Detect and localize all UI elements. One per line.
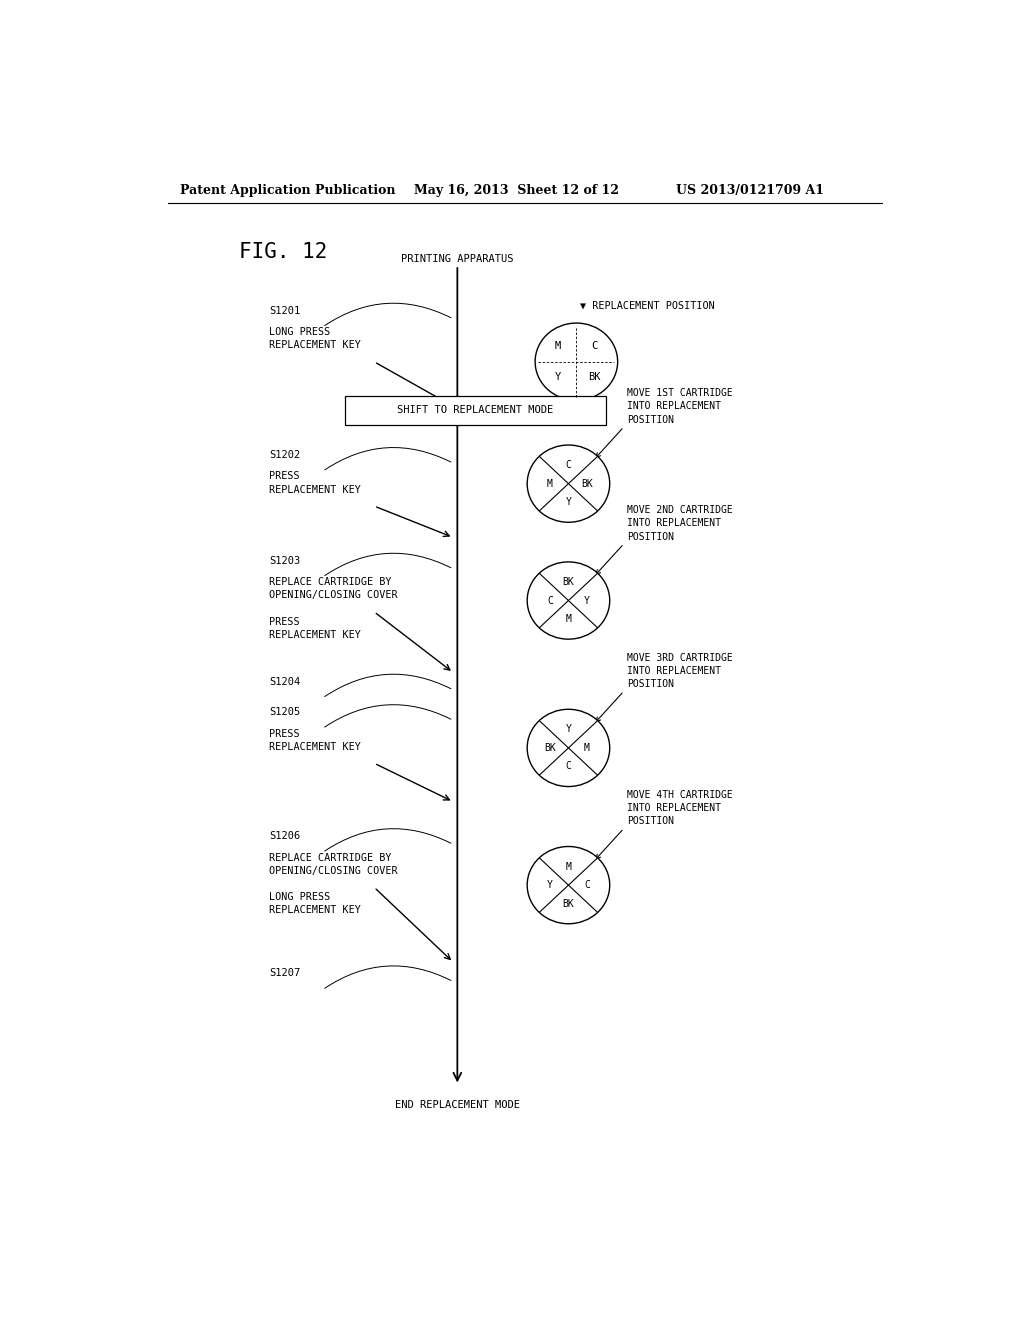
Text: S1203: S1203 <box>269 556 300 566</box>
Text: Y: Y <box>547 880 553 890</box>
FancyBboxPatch shape <box>345 396 606 425</box>
Text: MOVE 3RD CARTRIDGE
INTO REPLACEMENT
POSITION: MOVE 3RD CARTRIDGE INTO REPLACEMENT POSI… <box>627 652 733 689</box>
Text: Patent Application Publication: Patent Application Publication <box>179 183 395 197</box>
Text: M: M <box>565 614 571 624</box>
Text: M: M <box>555 342 561 351</box>
Text: M: M <box>584 743 590 752</box>
Text: US 2013/0121709 A1: US 2013/0121709 A1 <box>676 183 823 197</box>
Text: BK: BK <box>589 372 601 381</box>
Text: BK: BK <box>562 899 574 908</box>
Text: M: M <box>565 862 571 871</box>
Ellipse shape <box>527 445 609 523</box>
Text: Y: Y <box>584 595 590 606</box>
Text: BK: BK <box>544 743 556 752</box>
Text: PRESS
REPLACEMENT KEY: PRESS REPLACEMENT KEY <box>269 729 361 752</box>
Text: S1206: S1206 <box>269 832 300 841</box>
Text: REPLACE CARTRIDGE BY
OPENING/CLOSING COVER

PRESS
REPLACEMENT KEY: REPLACE CARTRIDGE BY OPENING/CLOSING COV… <box>269 577 398 640</box>
Text: MOVE 4TH CARTRIDGE
INTO REPLACEMENT
POSITION: MOVE 4TH CARTRIDGE INTO REPLACEMENT POSI… <box>627 789 733 826</box>
Text: S1201: S1201 <box>269 306 300 315</box>
Text: FIG. 12: FIG. 12 <box>240 242 328 261</box>
Text: C: C <box>565 461 571 470</box>
Text: Y: Y <box>565 498 571 507</box>
Text: Y: Y <box>555 372 561 381</box>
Text: C: C <box>547 595 553 606</box>
Ellipse shape <box>527 709 609 787</box>
Ellipse shape <box>527 846 609 924</box>
Text: M: M <box>547 479 553 488</box>
Text: END REPLACEMENT MODE: END REPLACEMENT MODE <box>395 1100 520 1110</box>
Text: S1207: S1207 <box>269 969 300 978</box>
Text: S1205: S1205 <box>269 708 300 717</box>
Text: BK: BK <box>582 479 593 488</box>
Ellipse shape <box>527 562 609 639</box>
Text: S1204: S1204 <box>269 677 300 686</box>
Text: SHIFT TO REPLACEMENT MODE: SHIFT TO REPLACEMENT MODE <box>397 405 553 416</box>
Text: S1202: S1202 <box>269 450 300 461</box>
Text: C: C <box>584 880 590 890</box>
Text: REPLACE CARTRIDGE BY
OPENING/CLOSING COVER

LONG PRESS
REPLACEMENT KEY: REPLACE CARTRIDGE BY OPENING/CLOSING COV… <box>269 853 398 915</box>
Text: BK: BK <box>562 577 574 587</box>
Text: C: C <box>592 342 598 351</box>
Text: LONG PRESS
REPLACEMENT KEY: LONG PRESS REPLACEMENT KEY <box>269 327 361 350</box>
Text: PRESS
REPLACEMENT KEY: PRESS REPLACEMENT KEY <box>269 471 361 495</box>
Ellipse shape <box>536 323 617 400</box>
Text: MOVE 1ST CARTRIDGE
INTO REPLACEMENT
POSITION: MOVE 1ST CARTRIDGE INTO REPLACEMENT POSI… <box>627 388 733 425</box>
Text: PRINTING APPARATUS: PRINTING APPARATUS <box>401 253 514 264</box>
Text: C: C <box>565 762 571 771</box>
Text: Y: Y <box>565 725 571 734</box>
Text: MOVE 2ND CARTRIDGE
INTO REPLACEMENT
POSITION: MOVE 2ND CARTRIDGE INTO REPLACEMENT POSI… <box>627 506 733 541</box>
Text: ▼ REPLACEMENT POSITION: ▼ REPLACEMENT POSITION <box>581 301 715 312</box>
Text: May 16, 2013  Sheet 12 of 12: May 16, 2013 Sheet 12 of 12 <box>414 183 618 197</box>
